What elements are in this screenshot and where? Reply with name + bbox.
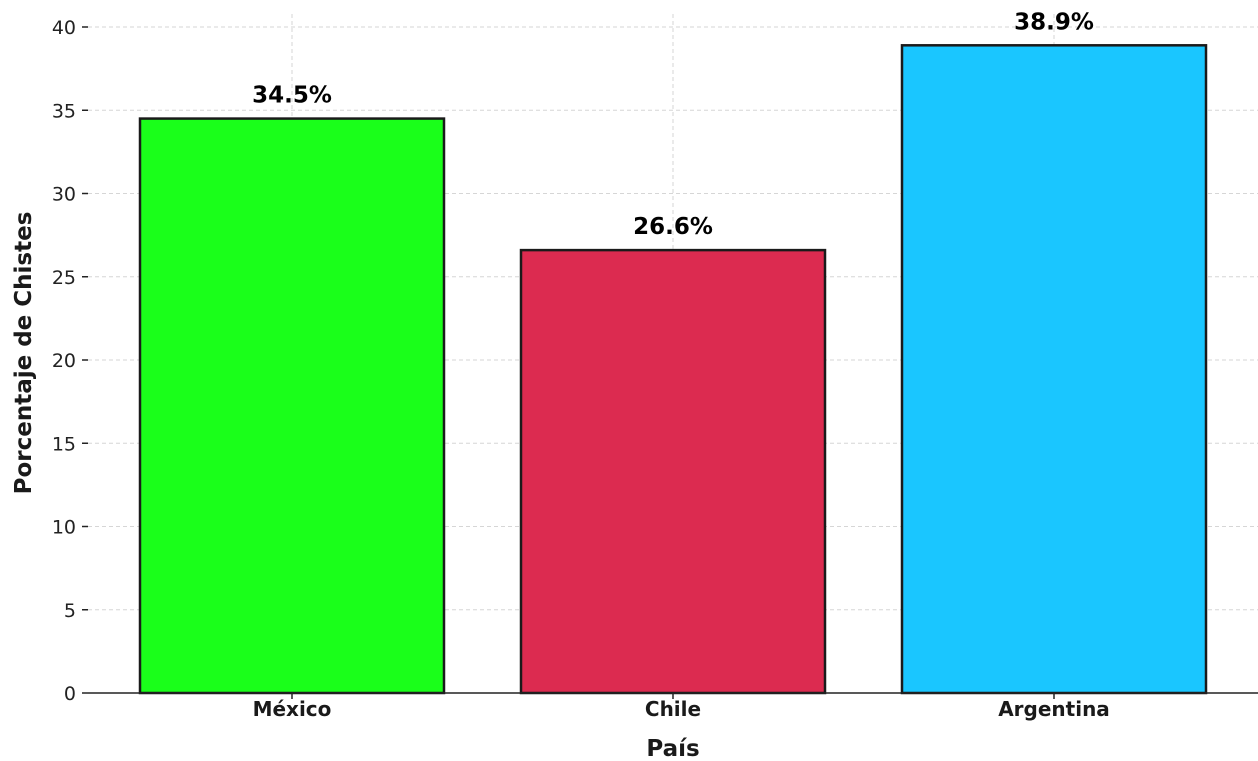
y-tick-label: 0 bbox=[64, 683, 76, 705]
y-tick-label: 10 bbox=[52, 517, 76, 539]
bar-value-label: 34.5% bbox=[252, 83, 332, 109]
x-axis-title: País bbox=[646, 736, 699, 761]
bar-value-label: 38.9% bbox=[1014, 9, 1094, 35]
y-tick-label: 15 bbox=[52, 433, 76, 455]
y-tick-label: 5 bbox=[64, 600, 76, 622]
y-tick-label: 25 bbox=[52, 267, 76, 289]
bars-layer bbox=[138, 44, 1208, 695]
axis-layer bbox=[82, 26, 1258, 699]
x-tick-label: Chile bbox=[645, 697, 701, 721]
bar-value-label: 26.6% bbox=[633, 214, 713, 240]
y-tick-label: 40 bbox=[52, 17, 76, 39]
y-tick-label: 30 bbox=[52, 184, 76, 206]
x-tick-label: Argentina bbox=[998, 697, 1110, 721]
y-axis-title: Porcentaje de Chistes bbox=[11, 212, 37, 495]
bar-chile bbox=[519, 248, 827, 695]
x-tick-label: México bbox=[253, 697, 332, 721]
y-tick-label: 20 bbox=[52, 350, 76, 372]
bar-argentina bbox=[900, 44, 1208, 695]
labels-layer: 0 5 10 15 20 25 30 35 40 34.5% México 26.6% Chile 38.… bbox=[52, 9, 1110, 721]
bar-mexico bbox=[138, 117, 446, 695]
y-tick-label: 35 bbox=[52, 100, 76, 122]
